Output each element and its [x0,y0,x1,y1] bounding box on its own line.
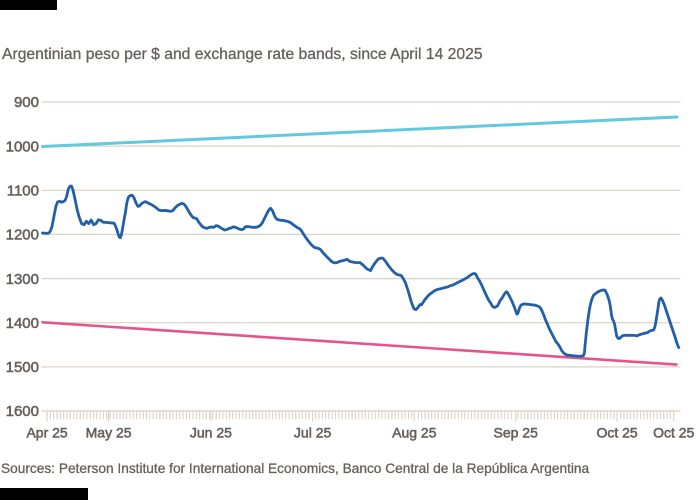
svg-text:1300: 1300 [6,271,39,288]
svg-text:900: 900 [14,94,39,111]
svg-text:Sep 25: Sep 25 [494,425,539,441]
svg-text:Aug 25: Aug 25 [392,425,437,441]
svg-text:1000: 1000 [6,138,39,155]
svg-text:1400: 1400 [6,315,39,332]
svg-text:May 25: May 25 [86,425,132,441]
svg-text:1500: 1500 [6,359,39,376]
svg-text:Jun 25: Jun 25 [190,425,232,441]
svg-text:Apr 25: Apr 25 [26,425,67,441]
svg-text:1200: 1200 [6,227,39,244]
svg-text:Oct 25: Oct 25 [653,425,694,441]
svg-text:1100: 1100 [7,183,39,200]
svg-text:1600: 1600 [6,403,39,420]
svg-text:Jul 25: Jul 25 [294,425,332,441]
svg-text:Oct 25: Oct 25 [596,425,637,441]
